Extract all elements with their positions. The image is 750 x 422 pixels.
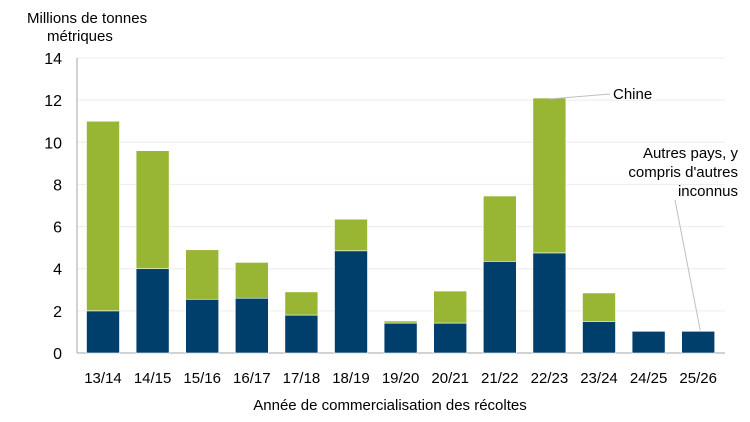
bar-segment-chine-18/19 — [334, 218, 368, 252]
y-tick-label: 12 — [44, 93, 62, 110]
bar-segment-autres-18/19 — [334, 250, 368, 354]
x-tick-label: 14/15 — [134, 370, 172, 387]
y-tick-label: 4 — [53, 262, 62, 279]
annotation-chine: Chine — [613, 86, 652, 103]
annotation-autres-line2: compris d'autres — [628, 164, 738, 181]
x-tick-label: 23/24 — [580, 370, 618, 387]
bar-segment-chine-21/22 — [482, 195, 517, 262]
x-tick-label: 22/23 — [531, 370, 569, 387]
annotation-autres-line3: inconnus — [678, 183, 738, 200]
annotation-leader-autres — [674, 199, 701, 331]
y-tick-label: 14 — [44, 51, 62, 68]
bar-segment-autres-19/20 — [383, 322, 418, 354]
bar-segment-autres-22/23 — [532, 252, 567, 354]
x-tick-label: 17/18 — [283, 370, 321, 387]
x-tick-label: 16/17 — [233, 370, 271, 387]
bar-segment-chine-16/17 — [235, 262, 269, 299]
x-tick-label: 20/21 — [431, 370, 469, 387]
x-tick-label: 21/22 — [481, 370, 519, 387]
bar-segment-autres-16/17 — [235, 297, 269, 354]
y-axis-label-line1: Millions de tonnes — [27, 10, 147, 27]
bar-segment-autres-15/16 — [185, 298, 219, 354]
annotation-leader-chine — [549, 93, 611, 100]
x-tick-label: 15/16 — [183, 370, 221, 387]
bar-segment-chine-15/16 — [185, 249, 219, 300]
y-tick-label: 6 — [53, 220, 62, 237]
bar-segment-chine-20/21 — [433, 290, 468, 324]
bar-segment-chine-19/20 — [383, 320, 418, 324]
bar-segment-autres-13/14 — [86, 310, 120, 354]
bar-segment-autres-20/21 — [433, 322, 468, 354]
x-tick-label: 19/20 — [382, 370, 420, 387]
x-tick-label: 13/14 — [84, 370, 122, 387]
annotation-autres-line1: Autres pays, y — [643, 145, 739, 162]
bar-segment-autres-21/22 — [482, 261, 517, 354]
bar-segment-chine-13/14 — [86, 120, 120, 312]
x-tick-label: 24/25 — [630, 370, 668, 387]
x-tick-label: 25/26 — [679, 370, 717, 387]
bar-segment-autres-24/25 — [631, 330, 666, 354]
bar-segment-autres-25/26 — [681, 330, 716, 354]
y-axis-label-line2: métriques — [47, 28, 113, 45]
y-tick-label: 8 — [53, 177, 62, 194]
y-tick-label: 0 — [53, 346, 62, 363]
x-tick-label: 18/19 — [332, 370, 370, 387]
y-tick-label: 2 — [53, 304, 62, 321]
x-axis-label: Année de commercialisation des récoltes — [253, 397, 526, 414]
bar-segment-chine-23/24 — [582, 292, 616, 322]
bar-segment-autres-23/24 — [582, 321, 616, 354]
bar-segment-chine-14/15 — [135, 150, 170, 270]
y-tick-label: 10 — [44, 135, 62, 152]
bar-segment-chine-22/23 — [532, 97, 567, 254]
bar-segment-autres-17/18 — [284, 314, 319, 354]
bar-segment-chine-17/18 — [284, 291, 319, 316]
bar-segment-autres-14/15 — [135, 268, 170, 354]
